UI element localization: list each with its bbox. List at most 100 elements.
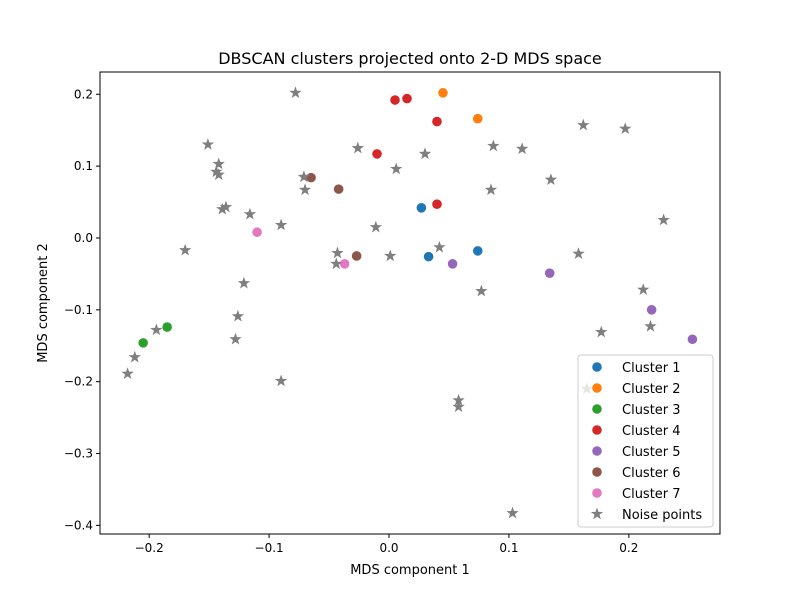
noise-point xyxy=(243,207,257,220)
cluster-point xyxy=(402,93,412,104)
legend-label: Cluster 2 xyxy=(622,382,681,397)
legend-label: Cluster 4 xyxy=(622,424,681,439)
legend-circle-marker xyxy=(592,404,602,414)
noise-point xyxy=(619,122,632,135)
x-axis: −0.2 −0.1 0.0 0.1 0.2 xyxy=(135,534,638,555)
noise-point xyxy=(572,247,585,260)
noise-point xyxy=(297,170,311,183)
legend-entry: Cluster 2 xyxy=(592,382,681,397)
cluster-point xyxy=(646,305,657,315)
cluster-point xyxy=(339,259,350,269)
legend-star-marker xyxy=(590,507,604,520)
noise-point xyxy=(128,350,141,363)
chart-title: DBSCAN clusters projected onto 2-D MDS s… xyxy=(218,49,602,68)
noise-point xyxy=(475,284,488,297)
legend-circle-marker xyxy=(592,362,602,372)
noise-point xyxy=(229,332,242,345)
cluster-point xyxy=(432,116,442,127)
noise-point xyxy=(487,139,500,152)
noise-point xyxy=(121,367,134,380)
cluster-point xyxy=(447,259,458,269)
legend-label: Cluster 6 xyxy=(622,466,681,481)
cluster-point xyxy=(351,251,362,261)
cluster-point xyxy=(438,88,448,98)
noise-point xyxy=(390,162,403,175)
noise-point xyxy=(212,168,225,181)
y-axis-label: MDS component 2 xyxy=(36,243,51,363)
legend-label: Cluster 5 xyxy=(622,445,681,460)
cluster-point xyxy=(390,95,400,105)
y-tick-label: −0.1 xyxy=(64,303,93,317)
legend-label: Cluster 3 xyxy=(622,403,681,418)
legend-entry: Cluster 7 xyxy=(592,487,681,502)
cluster-point xyxy=(372,149,382,159)
noise-point xyxy=(289,86,302,99)
legend-circle-marker xyxy=(592,446,602,456)
y-tick-label: 0.2 xyxy=(74,87,93,101)
noise-point xyxy=(178,243,192,256)
noise-point xyxy=(369,220,382,233)
plot-marks xyxy=(121,86,698,519)
y-tick-label: −0.4 xyxy=(64,518,93,532)
x-tick-label: −0.1 xyxy=(255,541,284,555)
legend: Cluster 1 Cluster 2 Cluster 3 Cluster 4 Clus… xyxy=(577,354,714,528)
legend-box xyxy=(577,354,714,528)
x-axis-label: MDS component 1 xyxy=(350,563,470,578)
noise-point xyxy=(452,400,465,413)
y-tick-label: −0.2 xyxy=(64,375,93,389)
cluster-point xyxy=(162,322,172,332)
y-tick-label: 0.0 xyxy=(74,231,93,245)
legend-entry: Cluster 1 xyxy=(592,361,681,376)
legend-entry: Cluster 3 xyxy=(592,403,681,418)
y-tick-label: −0.3 xyxy=(64,447,93,461)
noise-point xyxy=(210,165,223,178)
plot-frame xyxy=(99,71,721,535)
legend-circle-marker xyxy=(592,383,602,393)
legend-label: Cluster 7 xyxy=(622,487,681,502)
cluster-point xyxy=(423,251,434,262)
legend-entry: Noise points xyxy=(590,507,702,523)
cluster-point xyxy=(472,246,483,256)
noise-point xyxy=(515,142,529,155)
legend-entry: Cluster 5 xyxy=(592,445,681,460)
cluster-point xyxy=(432,199,442,210)
noise-point xyxy=(384,249,397,262)
noise-point xyxy=(544,173,558,186)
y-axis: 0.2 0.1 0.0 −0.1 −0.2 −0.3 −0.4 xyxy=(64,87,100,532)
noise-point xyxy=(237,276,251,289)
noise-point xyxy=(351,141,365,154)
noise-point xyxy=(506,506,519,519)
cluster-point xyxy=(333,184,344,194)
noise-point xyxy=(331,246,344,259)
noise-point xyxy=(274,374,288,387)
noise-point xyxy=(216,202,229,215)
legend-entry: Cluster 6 xyxy=(592,466,681,481)
noise-point xyxy=(484,183,498,196)
noise-point xyxy=(298,183,312,196)
noise-point xyxy=(657,213,670,226)
y-tick-label: 0.1 xyxy=(74,159,93,173)
noise-point xyxy=(418,147,432,160)
legend-circle-marker xyxy=(592,467,602,477)
legend-label: Noise points xyxy=(622,508,702,523)
cluster-point xyxy=(544,268,555,278)
noise-point xyxy=(274,218,288,231)
cluster-point xyxy=(138,338,148,348)
legend-label: Cluster 1 xyxy=(622,361,681,376)
noise-point xyxy=(212,157,225,170)
noise-point xyxy=(219,200,233,213)
noise-point xyxy=(577,118,590,131)
legend-circle-marker xyxy=(592,488,602,498)
cluster-point xyxy=(472,113,483,124)
cluster-point xyxy=(252,227,262,238)
noise-point xyxy=(595,325,608,338)
cluster-point xyxy=(416,202,427,213)
x-tick-label: 0.0 xyxy=(379,541,398,555)
noise-point xyxy=(637,283,650,295)
x-tick-label: 0.1 xyxy=(499,541,518,555)
noise-point xyxy=(644,319,657,332)
noise-point xyxy=(452,393,465,406)
x-tick-label: −0.2 xyxy=(135,541,164,555)
x-tick-label: 0.2 xyxy=(619,541,638,555)
